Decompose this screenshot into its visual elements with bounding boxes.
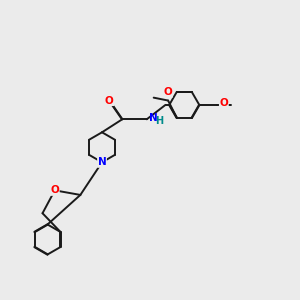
Text: H: H <box>155 116 163 126</box>
Text: O: O <box>164 87 172 97</box>
Text: O: O <box>50 185 59 195</box>
Text: O: O <box>105 95 114 106</box>
Text: N: N <box>98 157 106 167</box>
Text: N: N <box>149 113 158 123</box>
Text: O: O <box>220 98 228 108</box>
